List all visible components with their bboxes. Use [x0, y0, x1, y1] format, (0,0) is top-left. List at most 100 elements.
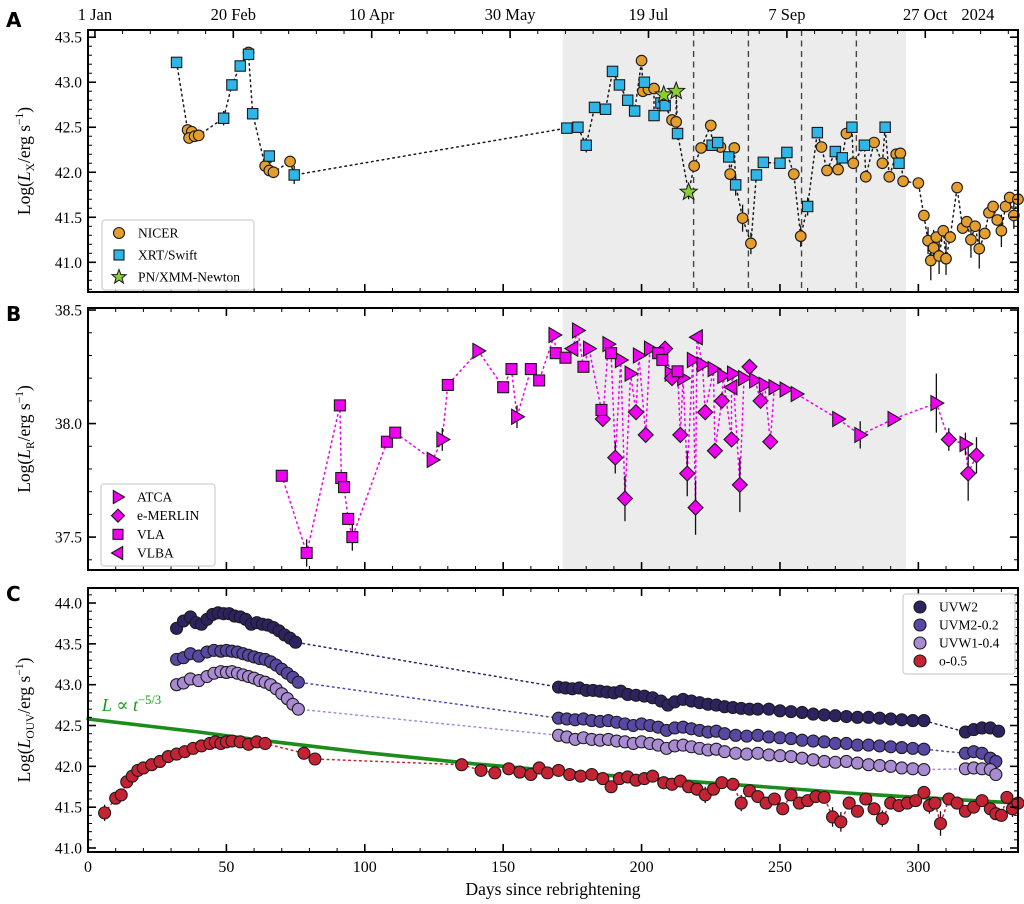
data-point [1007, 209, 1020, 222]
data-point [828, 736, 842, 751]
axis-ticks [87, 30, 1018, 292]
data-point [987, 200, 999, 213]
data-point [951, 181, 963, 194]
data-point [774, 157, 786, 170]
data-point [441, 378, 454, 392]
y-axis-label: Log(LOUV/erg s−1) [14, 657, 37, 782]
data-point [263, 150, 276, 162]
data-point [637, 426, 655, 444]
data-point [217, 112, 230, 124]
data-point [868, 136, 880, 149]
data-point [762, 730, 776, 744]
data-point [242, 48, 255, 61]
legend-label: VLA [137, 527, 165, 542]
data-point [258, 736, 272, 751]
data-point [627, 403, 645, 421]
data-point [933, 816, 948, 831]
data-point [795, 705, 809, 719]
data-point [574, 769, 588, 783]
data-point [944, 231, 957, 243]
data-point [817, 735, 831, 749]
data-point [895, 713, 909, 727]
data-point [884, 712, 898, 726]
x-tick-label: 0 [84, 859, 92, 876]
data-point [666, 80, 687, 100]
data-point [829, 145, 842, 158]
data-point [784, 749, 798, 764]
data-point [801, 200, 814, 213]
data-point [834, 815, 848, 829]
data-point [585, 767, 599, 782]
data-point [734, 796, 748, 810]
data-point [850, 804, 865, 818]
series-nicer [181, 46, 1024, 281]
data-point [773, 731, 787, 745]
data-point [968, 447, 985, 464]
data-point [884, 740, 898, 754]
legend-label: PN/XMM-Newton [138, 270, 240, 285]
top-axis-date-label: 1 Jan [78, 5, 112, 24]
legend-marker-tri-left [110, 545, 124, 561]
data-point [873, 758, 887, 773]
legend-marker-circle [913, 618, 927, 632]
data-point [773, 704, 787, 718]
data-point [624, 365, 640, 383]
data-point [713, 392, 731, 410]
data-point [875, 812, 889, 826]
data-point [761, 433, 779, 451]
data-point [846, 121, 858, 133]
data-point [806, 753, 820, 767]
data-point [784, 705, 798, 719]
x-tick-label: 100 [353, 859, 377, 876]
data-point [861, 738, 876, 752]
y-tick-label: 42.0 [55, 165, 82, 182]
series-xrt-swift [170, 48, 905, 216]
data-point [784, 788, 798, 802]
data-point [897, 175, 909, 188]
data-point [847, 157, 860, 170]
data-point [170, 56, 183, 69]
series-uvw2 [170, 606, 1006, 739]
data-point [912, 177, 925, 189]
data-point [707, 360, 723, 378]
y-tick-label: 44.0 [55, 596, 82, 613]
data-point [850, 738, 865, 752]
y-tick-label: 42.5 [55, 718, 82, 735]
panel-frame [87, 307, 1019, 571]
data-point [533, 374, 546, 387]
y-tick-label: 43.0 [55, 75, 82, 92]
data-point [678, 465, 696, 482]
data-point [740, 747, 754, 761]
data-point [978, 227, 991, 240]
data-point [513, 765, 527, 779]
data-point [794, 230, 807, 243]
data-point [688, 160, 701, 172]
data-point [751, 746, 765, 760]
data-point [928, 796, 942, 810]
y-tick-label: 41.0 [55, 840, 82, 857]
data-point [752, 392, 769, 410]
y-axis-label: Log(LX/erg s−1) [14, 107, 37, 215]
data-point [540, 766, 555, 780]
legend-label: UVM2-0.2 [939, 618, 999, 633]
x-tick-label: 150 [491, 859, 515, 876]
data-point [745, 237, 757, 250]
data-point [246, 107, 259, 120]
legend-label: UVW2 [939, 600, 978, 615]
data-point [883, 170, 896, 183]
data-point [790, 385, 806, 403]
data-point [779, 381, 795, 398]
data-point [114, 788, 128, 802]
axis-ticks [87, 308, 1018, 570]
data-point [895, 761, 909, 775]
data-point [656, 353, 669, 367]
x-tick-label: 200 [630, 859, 654, 876]
data-point [861, 758, 876, 772]
series-atca [426, 322, 975, 469]
data-point [806, 707, 820, 721]
data-point [894, 147, 907, 160]
data-point [940, 252, 952, 265]
y-axis-label: Log(LR/erg s−1) [14, 385, 37, 493]
data-point [895, 741, 909, 755]
